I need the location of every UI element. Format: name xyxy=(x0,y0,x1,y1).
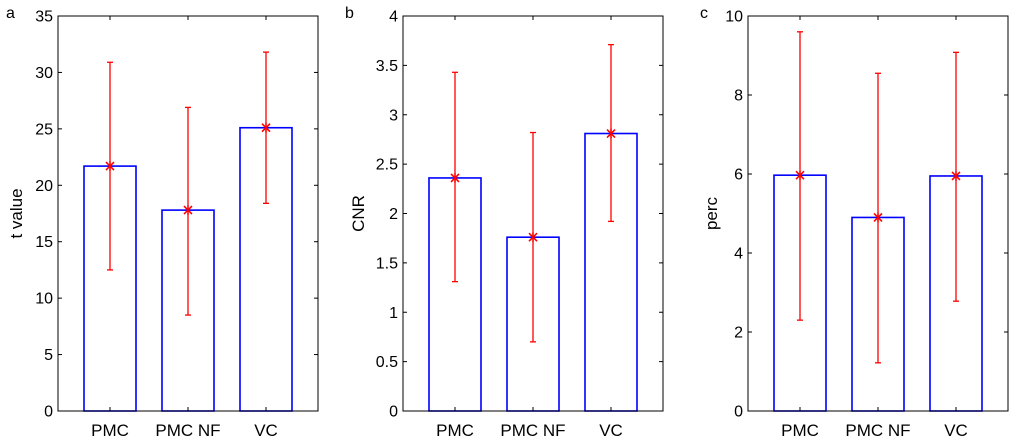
mean-marker xyxy=(606,128,616,139)
y-tick-label: 25 xyxy=(35,121,53,138)
x-category-label: VC xyxy=(254,421,278,440)
x-category-label: PMC NF xyxy=(845,421,910,440)
y-tick-label: 6 xyxy=(734,167,743,184)
chart-panel-a: a t value 0 5 10 15 20 25 30 35 PMC PMC NF VC xyxy=(6,5,319,440)
y-tick-label: 4 xyxy=(389,9,398,26)
y-tick-label: 3.5 xyxy=(376,58,398,75)
panel-label: b xyxy=(345,5,354,22)
y-tick-label: 5 xyxy=(44,347,53,364)
mean-marker xyxy=(873,212,883,223)
panel-label: c xyxy=(700,5,708,22)
x-category-label: VC xyxy=(944,421,968,440)
y-tick-label: 1.5 xyxy=(376,255,398,272)
y-tick-label: 4 xyxy=(734,246,743,263)
mean-marker xyxy=(183,205,193,216)
x-category-label: PMC xyxy=(436,421,474,440)
x-category-label: VC xyxy=(599,421,623,440)
y-tick-label: 30 xyxy=(35,65,53,82)
y-tick-label: 0.5 xyxy=(376,354,398,371)
mean-marker xyxy=(528,232,538,243)
y-tick-label: 0 xyxy=(734,404,743,421)
y-tick-label: 2.5 xyxy=(376,157,398,174)
x-category-label: PMC NF xyxy=(500,421,565,440)
chart-panel-c: c perc 0 2 4 6 8 10 PMC PMC NF VC xyxy=(700,5,1009,440)
y-axis-title: CNR xyxy=(349,195,368,232)
mean-marker xyxy=(261,122,271,133)
y-tick-label: 20 xyxy=(35,178,53,195)
x-category-label: PMC NF xyxy=(155,421,220,440)
x-category-label: PMC xyxy=(781,421,819,440)
y-tick-label: 15 xyxy=(35,234,53,251)
chart-panel-b: b CNR 0 0.5 1 1.5 2 2.5 3 3.5 4 PMC PMC NF VC xyxy=(345,5,664,440)
y-tick-label: 3 xyxy=(389,107,398,124)
y-axis-title: perc xyxy=(702,196,721,230)
x-category-label: PMC xyxy=(91,421,129,440)
y-tick-label: 0 xyxy=(44,404,53,421)
y-axis-title: t value xyxy=(7,188,26,238)
y-tick-label: 0 xyxy=(389,404,398,421)
y-tick-label: 35 xyxy=(35,9,53,26)
mean-marker xyxy=(795,170,805,181)
y-tick-label: 10 xyxy=(725,9,743,26)
panel-label: a xyxy=(6,5,15,22)
mean-marker xyxy=(450,172,460,183)
mean-marker xyxy=(951,170,961,181)
y-tick-label: 8 xyxy=(734,88,743,105)
y-tick-label: 1 xyxy=(389,305,398,322)
mean-marker xyxy=(105,161,115,172)
y-tick-label: 2 xyxy=(389,206,398,223)
y-tick-label: 10 xyxy=(35,291,53,308)
y-tick-label: 2 xyxy=(734,325,743,342)
